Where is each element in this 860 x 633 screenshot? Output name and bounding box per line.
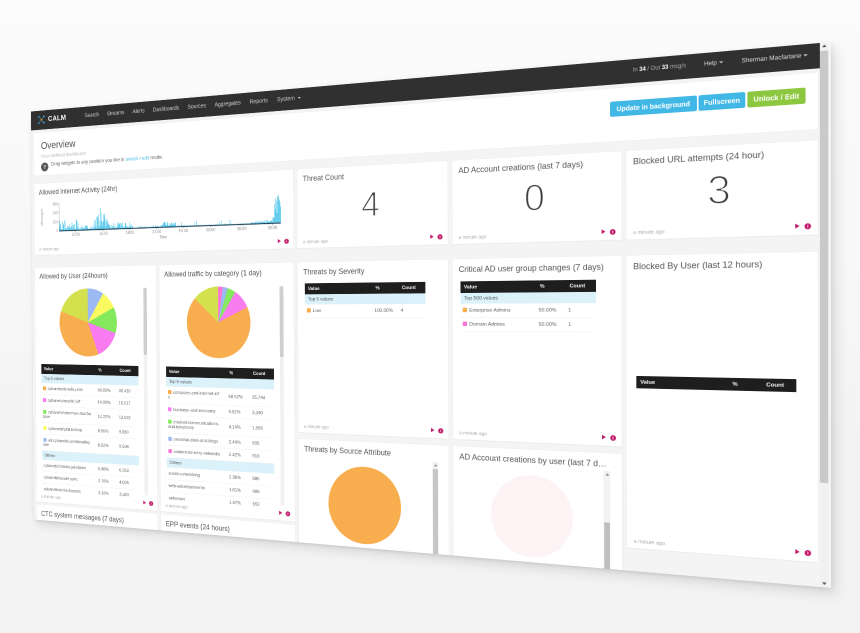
svg-text:Fri 28: Fri 28: [179, 229, 188, 234]
svg-text:100: 100: [53, 220, 58, 225]
svg-text:18:00: 18:00: [126, 230, 135, 235]
svg-text:21:00: 21:00: [152, 229, 161, 234]
svg-text:0: 0: [56, 229, 58, 233]
svg-text:15:00: 15:00: [100, 231, 108, 236]
svg-text:06:00: 06:00: [237, 226, 246, 231]
svg-text:300: 300: [53, 202, 58, 207]
svg-text:12:00: 12:00: [72, 232, 80, 237]
svg-text:200: 200: [53, 211, 58, 216]
svg-text:03:00: 03:00: [206, 228, 215, 233]
svg-text:Time: Time: [159, 235, 167, 240]
svg-text:09:00: 09:00: [268, 225, 278, 230]
